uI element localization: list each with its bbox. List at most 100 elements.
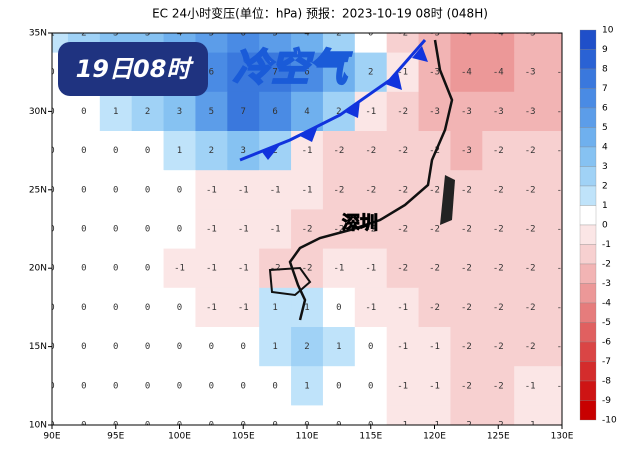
cell-value: 0 — [81, 107, 86, 117]
cell — [482, 131, 515, 171]
cell-value: -2 — [557, 185, 568, 195]
colorbar-label: 4 — [602, 143, 608, 153]
cell — [482, 209, 515, 250]
cell-value: 0 — [368, 381, 373, 391]
cell — [99, 91, 133, 132]
colorbar-bin — [579, 244, 597, 265]
cell-value: 0 — [177, 342, 182, 352]
cell-value: -2 — [429, 303, 440, 313]
cell-value: 0 — [177, 381, 182, 391]
cell — [354, 248, 388, 289]
cell-value: 4 — [304, 107, 309, 117]
cell-value: -1 — [397, 342, 408, 352]
cell — [99, 405, 133, 425]
cell — [386, 131, 420, 171]
cell-value: -2 — [429, 264, 440, 274]
cell-value: 0 — [145, 225, 150, 235]
cell-value: -2 — [429, 225, 440, 235]
cell-value: -2 — [493, 421, 504, 431]
cell-value: 0 — [81, 146, 86, 156]
cell — [99, 170, 133, 210]
cell — [131, 91, 165, 132]
cell — [482, 33, 515, 54]
cell — [386, 91, 420, 132]
cell — [514, 209, 547, 250]
cell-value: 0 — [272, 381, 277, 391]
cell-value: -3 — [429, 68, 440, 78]
colorbar-label: -8 — [602, 377, 611, 387]
x-tick-label: 110E — [296, 432, 319, 442]
cell — [386, 209, 420, 250]
cell-value: -4 — [493, 68, 504, 78]
cell-value: -1 — [238, 185, 249, 195]
cell-value: -1 — [365, 107, 376, 117]
cell — [322, 405, 356, 425]
cell-value: -4 — [493, 29, 504, 39]
cell — [227, 248, 260, 289]
cell — [450, 287, 483, 328]
cell — [99, 248, 133, 289]
cell-value: -2 — [493, 381, 504, 391]
cell-value: 0 — [368, 421, 373, 431]
cell — [163, 287, 196, 328]
x-tick-label: 90E — [43, 432, 60, 442]
cell-value: 0 — [145, 303, 150, 313]
cell — [514, 327, 547, 367]
y-tick-label: 30N — [29, 107, 47, 117]
cell — [386, 170, 420, 210]
island — [268, 266, 312, 297]
cell-value: 4 — [304, 29, 309, 39]
cell-value: 0 — [81, 264, 86, 274]
cell-value: -3 — [525, 29, 536, 39]
cell — [322, 327, 356, 367]
cell — [227, 33, 260, 54]
cell — [322, 170, 356, 210]
cell-value: -2 — [365, 225, 376, 235]
cell-value: 6 — [209, 68, 214, 78]
cell-value: 3 — [145, 29, 150, 39]
cell — [163, 170, 196, 210]
cell-value: 0 — [177, 225, 182, 235]
cell — [322, 33, 356, 54]
coastline — [288, 39, 454, 321]
cell — [546, 91, 562, 132]
cell-value: -1 — [525, 421, 536, 431]
cell-value: -1 — [397, 303, 408, 313]
cell — [195, 91, 228, 132]
cell-value: -2 — [525, 342, 536, 352]
cell-value: -2 — [493, 225, 504, 235]
colorbar-label: 6 — [602, 104, 608, 114]
cell — [546, 33, 562, 54]
cell-value: 0 — [81, 421, 86, 431]
cell — [163, 209, 196, 250]
colorbar-label: 1 — [602, 201, 608, 211]
cell — [227, 209, 260, 250]
cell-value: 0 — [241, 421, 246, 431]
cell — [291, 170, 324, 210]
coast — [268, 39, 455, 321]
cell — [163, 327, 196, 367]
x-tick-label: 125E — [487, 432, 510, 442]
colorbar-label: 7 — [602, 84, 608, 94]
colorbar-label: 3 — [602, 162, 608, 172]
cell — [418, 287, 451, 328]
cell-value: -2 — [461, 225, 472, 235]
cell — [52, 287, 69, 328]
cell-value: 5 — [209, 29, 214, 39]
cell — [259, 33, 292, 54]
cell — [67, 366, 101, 406]
cell — [131, 170, 165, 210]
cell — [163, 366, 196, 406]
cell — [227, 327, 260, 367]
cell — [514, 33, 547, 54]
colorbar-bin — [579, 49, 597, 70]
cell-value: -2 — [461, 381, 472, 391]
cell — [259, 327, 292, 367]
cell — [67, 287, 101, 328]
cell — [227, 52, 260, 93]
cell — [514, 170, 547, 210]
cell — [291, 405, 324, 425]
cell — [195, 248, 228, 289]
cell-value: -3 — [493, 107, 504, 117]
